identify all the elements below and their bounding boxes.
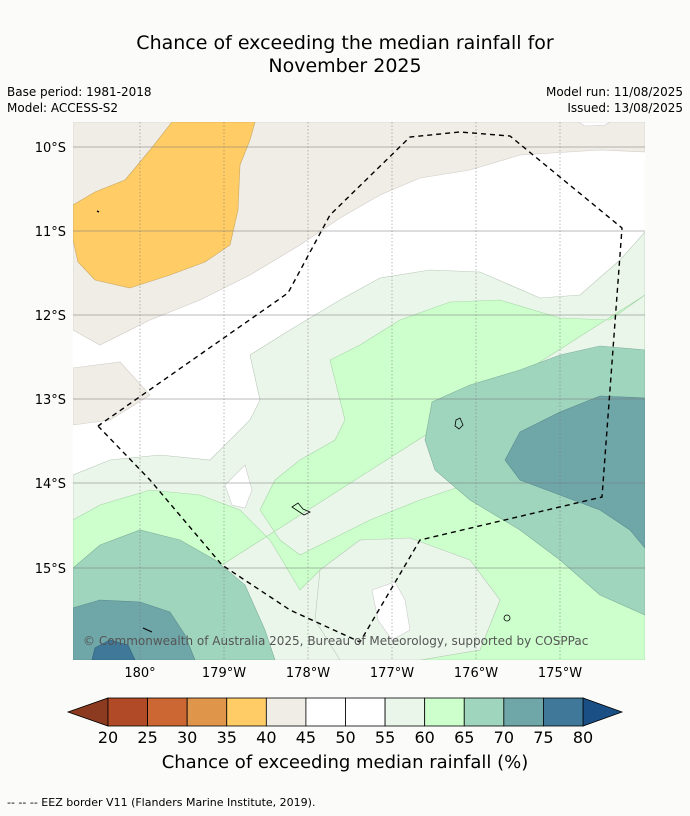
colorbar-tick-label: 45 bbox=[295, 728, 317, 747]
colorbar bbox=[66, 697, 624, 727]
island-west bbox=[291, 502, 311, 516]
colorbar-tick-label: 50 bbox=[335, 728, 356, 747]
model-name: Model: ACCESS-S2 bbox=[7, 101, 119, 115]
band-35-40 bbox=[73, 122, 256, 289]
contour-fills: © Commonwealth of Australia 2025, Bureau… bbox=[73, 122, 645, 660]
island-south bbox=[503, 614, 511, 622]
colorbar-segment-30-35 bbox=[186, 697, 228, 727]
model-run: Model run: 11/08/2025 bbox=[545, 85, 683, 99]
band-70-75-east bbox=[504, 395, 645, 549]
colorbar-tick-label: 55 bbox=[374, 728, 396, 747]
lat-label: 15°S bbox=[35, 562, 66, 577]
island-southwest bbox=[142, 627, 153, 633]
meta-left: Base period: 1981-2018 Model: ACCESS-S2 bbox=[7, 84, 152, 116]
colorbar-tick-label: 30 bbox=[176, 728, 198, 747]
island-east bbox=[454, 417, 464, 430]
lon-label: 180° bbox=[124, 666, 155, 681]
meta-right: Model run: 11/08/2025 Issued: 13/08/2025 bbox=[546, 84, 683, 116]
lon-label: 179°W bbox=[202, 666, 246, 681]
lon-label: 175°W bbox=[538, 666, 582, 681]
lon-label: 177°W bbox=[370, 666, 414, 681]
colorbar-tick-label: 20 bbox=[97, 728, 119, 747]
colorbar-extend-low bbox=[66, 697, 109, 727]
colorbar-tick-label: 60 bbox=[414, 728, 435, 747]
colorbar-title: Chance of exceeding median rainfall (%) bbox=[161, 752, 529, 773]
lat-label: 12°S bbox=[35, 309, 66, 324]
colorbar-tick-label: 75 bbox=[533, 728, 554, 747]
title-line-1: Chance of exceeding the median rainfall … bbox=[136, 32, 554, 54]
title-line-2: November 2025 bbox=[268, 55, 422, 77]
latitude-labels: 10°S 11°S 12°S 13°S 14°S 15°S bbox=[35, 141, 66, 577]
eez-border bbox=[97, 131, 623, 643]
colorbar-tick-label: 35 bbox=[216, 728, 237, 747]
colorbar-tick-label: 80 bbox=[572, 728, 594, 747]
colorbar-segment-60-65 bbox=[424, 697, 465, 727]
colorbar-tick-label: 25 bbox=[137, 728, 158, 747]
colorbar-segment-70-75 bbox=[503, 697, 544, 727]
longitude-labels: 180° 179°W 178°W 177°W 176°W 175°W bbox=[124, 666, 582, 681]
lat-label: 13°S bbox=[35, 393, 66, 408]
copyright-notice: © Commonwealth of Australia 2025, Bureau… bbox=[83, 634, 588, 648]
band-40-45-west bbox=[73, 361, 151, 426]
colorbar-segment-45-50 bbox=[305, 697, 346, 727]
colorbar-extend-high bbox=[582, 697, 624, 727]
base-period: Base period: 1981-2018 bbox=[7, 85, 152, 99]
colorbar-segment-50-55 bbox=[345, 697, 386, 727]
lat-label: 14°S bbox=[35, 477, 66, 492]
colorbar-tick-label: 65 bbox=[454, 728, 475, 747]
colorbar-tick-label: 70 bbox=[493, 728, 514, 747]
issued-date: Issued: 13/08/2025 bbox=[567, 101, 683, 115]
colorbar-segment-55-60 bbox=[384, 697, 426, 727]
lat-label: 10°S bbox=[35, 141, 66, 156]
colorbar-segment-65-70 bbox=[463, 697, 505, 727]
band-55-60-south bbox=[314, 537, 501, 660]
colorbar-segment-35-40 bbox=[226, 697, 267, 727]
lon-label: 178°W bbox=[286, 666, 330, 681]
colorbar-segment-40-45 bbox=[265, 697, 307, 727]
colorbar-tick-label: 40 bbox=[256, 728, 277, 747]
colorbar-segment-75-80 bbox=[543, 697, 584, 727]
eez-legend-footnote: -- -- -- EEZ border V11 (Flanders Marine… bbox=[7, 796, 316, 809]
colorbar-segments bbox=[107, 697, 584, 727]
lon-label: 176°W bbox=[454, 666, 498, 681]
band-75-80-southwest bbox=[91, 639, 136, 660]
graticule bbox=[73, 122, 645, 660]
colorbar-segment-25-30 bbox=[147, 697, 188, 727]
island-marker bbox=[96, 210, 100, 213]
lat-label: 11°S bbox=[35, 225, 66, 240]
band-45-55-west bbox=[224, 464, 253, 509]
band-45-55-northeast bbox=[577, 122, 611, 127]
colorbar-segment-20-25 bbox=[107, 697, 148, 727]
map-title: Chance of exceeding the median rainfall … bbox=[0, 32, 690, 78]
